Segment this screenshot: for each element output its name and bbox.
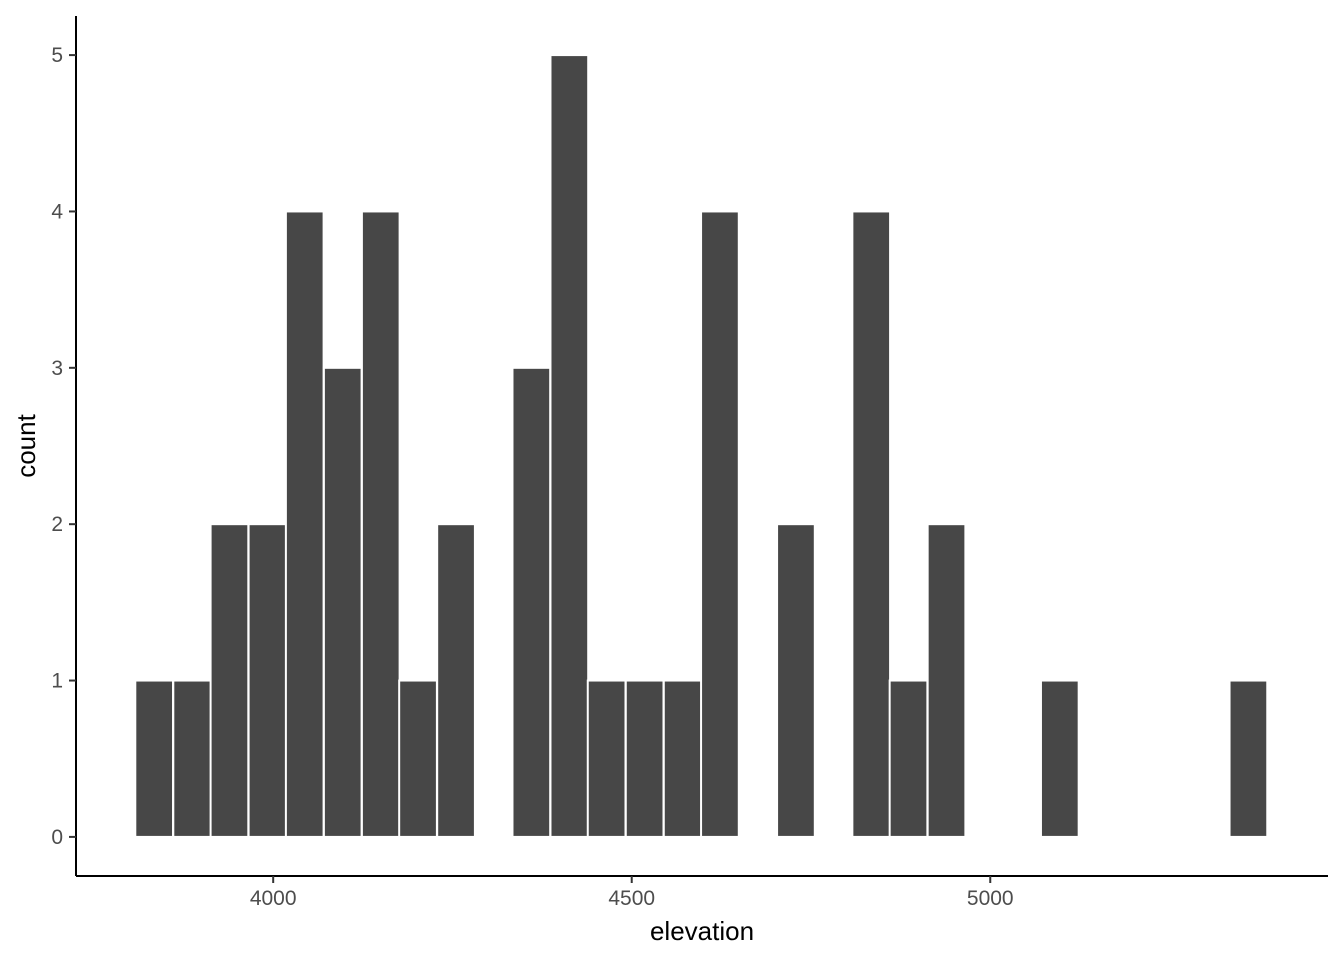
histogram-bar (398, 679, 438, 838)
histogram-bar (360, 210, 401, 838)
bars-group (134, 54, 1269, 838)
y-tick-label: 5 (51, 44, 63, 67)
histogram-bar (172, 679, 213, 838)
histogram-bar (888, 679, 929, 838)
y-tick-label: 2 (51, 513, 63, 536)
y-axis-title: count (11, 413, 41, 477)
x-tick-label: 4500 (608, 887, 655, 910)
y-tick-label: 1 (51, 670, 63, 693)
y-tick-label: 4 (51, 200, 63, 223)
histogram-bar (624, 679, 665, 838)
histogram-bar (776, 523, 816, 838)
histogram-bar (662, 679, 703, 838)
histogram-bar (549, 54, 590, 838)
histogram-bar (586, 679, 627, 838)
x-axis-title: elevation (650, 916, 754, 946)
axes-group: 4000 4500 5000 0 1 2 3 4 5 (51, 16, 1328, 910)
histogram-bar (1039, 679, 1080, 838)
x-tick-label: 5000 (967, 887, 1014, 910)
x-tick-label: 4000 (250, 887, 297, 910)
histogram-bar (209, 523, 250, 838)
y-tick-label: 0 (51, 826, 63, 849)
histogram-bar (511, 366, 552, 838)
histogram-bar (284, 210, 325, 838)
histogram-bar (926, 523, 967, 838)
histogram-bar (436, 523, 476, 838)
histogram-bar (134, 679, 175, 838)
histogram-bar (1228, 679, 1269, 838)
histogram-bar (322, 366, 363, 838)
histogram-bar (700, 210, 740, 838)
y-tick-label: 3 (51, 357, 63, 380)
histogram-bar (247, 523, 288, 838)
histogram-bar (851, 210, 892, 838)
